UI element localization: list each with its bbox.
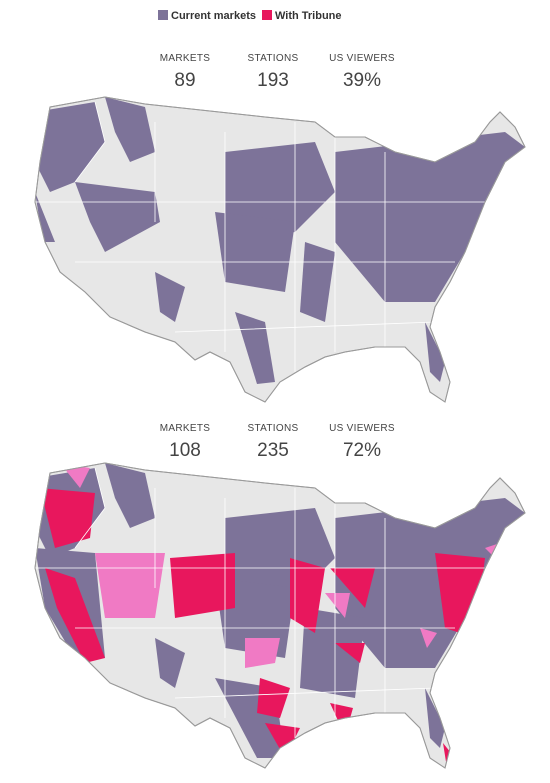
stat-value: 39% (343, 70, 381, 91)
stats-1: MARKETS 89 STATIONS 193 US VIEWERS 39% (160, 53, 395, 91)
map-current (34, 96, 526, 403)
legend: Current markets With Tribune (158, 10, 342, 22)
legend-swatch (158, 10, 168, 20)
stat-value: 235 (257, 440, 289, 461)
stat-label: MARKETS (160, 53, 210, 64)
stat-label: US VIEWERS (329, 53, 395, 64)
stat-label: US VIEWERS (329, 423, 395, 434)
stat-label: STATIONS (248, 53, 299, 64)
stat-value: 72% (343, 440, 381, 461)
stat-value: 193 (257, 70, 289, 91)
stat-value: 89 (174, 70, 195, 91)
legend-label: Current markets (171, 10, 256, 22)
stats-2: MARKETS 108 STATIONS 235 US VIEWERS 72% (160, 423, 395, 461)
map-with-tribune (34, 462, 526, 769)
stat-value: 108 (169, 440, 201, 461)
legend-swatch (262, 10, 272, 20)
legend-label: With Tribune (275, 10, 342, 22)
stat-label: MARKETS (160, 423, 210, 434)
stat-label: STATIONS (248, 423, 299, 434)
